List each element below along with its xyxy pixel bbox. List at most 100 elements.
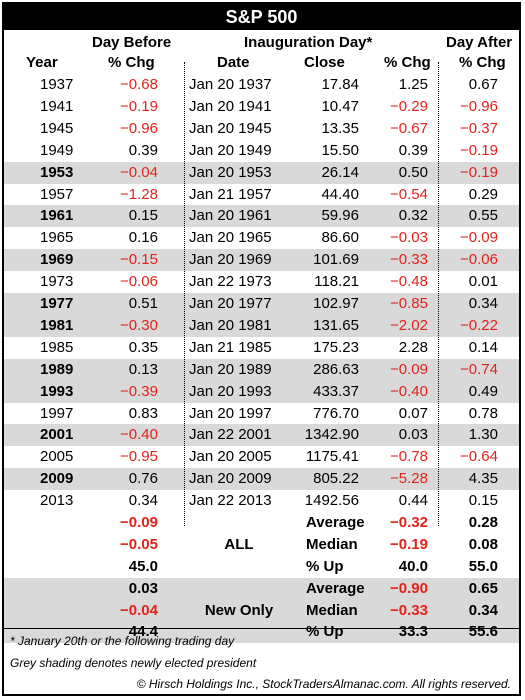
date-cell: Jan 21 1985 — [189, 338, 272, 356]
day-before-chg-cell: −0.15 — [120, 251, 158, 269]
header-day-before: Day Before — [92, 34, 172, 51]
inauguration-chg-cell: 0.03 — [398, 426, 428, 444]
year-cell: 1973 — [40, 273, 74, 291]
day-before-chg-cell: 0.16 — [128, 229, 158, 247]
summary-stat-label: % Up — [306, 557, 344, 575]
summary-stat-label: % Up — [306, 623, 344, 641]
close-cell: 1342.90 — [304, 426, 359, 444]
inauguration-chg-cell: −0.85 — [390, 295, 428, 312]
day-after-chg-cell: −0.64 — [460, 448, 498, 466]
header-pct-day: % Chg — [384, 54, 431, 71]
inauguration-chg-cell: −0.09 — [390, 360, 428, 378]
summary-day-after-cell: 0.65 — [468, 579, 498, 597]
table-row: 1941 −0.19 Jan 20 1941 10.47 −0.29 −0.96 — [4, 96, 519, 118]
day-before-chg-cell: −0.06 — [120, 273, 158, 291]
close-cell: 13.35 — [321, 119, 359, 137]
inauguration-chg-cell: −5.28 — [390, 470, 428, 488]
summary-group-label: New Only — [204, 601, 274, 619]
close-cell: 10.47 — [321, 97, 359, 115]
year-cell: 1997 — [40, 404, 74, 422]
header-close: Close — [304, 54, 345, 71]
column-divider-right — [438, 62, 439, 526]
date-cell: Jan 20 1949 — [189, 141, 272, 159]
summary-day-after-cell: 55.6 — [468, 623, 498, 641]
day-after-chg-cell: −0.06 — [460, 251, 498, 269]
summary-day-after-cell: 55.0 — [468, 557, 498, 575]
day-after-chg-cell: −0.09 — [460, 229, 498, 247]
day-before-chg-cell: 0.34 — [128, 492, 158, 510]
summary-inauguration-chg-cell: −0.19 — [390, 535, 428, 553]
close-cell: 59.96 — [321, 207, 359, 225]
day-before-chg-cell: −0.04 — [120, 163, 158, 181]
day-before-chg-cell: 0.76 — [128, 470, 158, 488]
date-cell: Jan 22 2013 — [189, 492, 272, 510]
close-cell: 776.70 — [313, 404, 359, 422]
day-before-chg-cell: 0.15 — [128, 207, 158, 225]
summary-stat-label: Median — [306, 601, 358, 619]
inauguration-chg-cell: 2.28 — [398, 338, 428, 356]
date-cell: Jan 20 1989 — [189, 360, 272, 378]
table-row: 1937 −0.68 Jan 20 1937 17.84 1.25 0.67 — [4, 74, 519, 96]
day-before-chg-cell: 0.35 — [128, 338, 158, 356]
summary-stat-label: Average — [306, 579, 365, 597]
summary-day-after-cell: 0.28 — [468, 514, 498, 531]
close-cell: 102.97 — [313, 295, 359, 312]
day-before-chg-cell: −0.96 — [120, 119, 158, 137]
date-cell: Jan 20 1945 — [189, 119, 272, 137]
day-after-chg-cell: 0.67 — [468, 76, 498, 93]
summary-day-before-cell: −0.05 — [120, 535, 158, 553]
day-after-chg-cell: 0.15 — [468, 492, 498, 510]
inauguration-chg-cell: 0.07 — [398, 404, 428, 422]
summary-inauguration-chg-cell: −0.32 — [390, 514, 428, 531]
date-cell: Jan 22 1973 — [189, 273, 272, 291]
day-before-chg-cell: 0.83 — [128, 404, 158, 422]
day-after-chg-cell: −0.19 — [460, 141, 498, 159]
inauguration-chg-cell: −0.54 — [390, 185, 428, 203]
summary-row: −0.09 Average −0.32 0.28 — [4, 512, 519, 534]
close-cell: 15.50 — [321, 141, 359, 159]
summary-inauguration-chg-cell: −0.33 — [390, 601, 428, 619]
summary-row: 45.0 % Up 40.0 55.0 — [4, 556, 519, 578]
table-row: 1953 −0.04 Jan 20 1953 26.14 0.50 −0.19 — [4, 161, 519, 184]
day-after-chg-cell: 0.78 — [468, 404, 498, 422]
summary-row: 44.4 % Up 33.3 55.6 — [4, 621, 519, 643]
inauguration-chg-cell: −0.03 — [390, 229, 428, 247]
inauguration-chg-cell: 0.39 — [398, 141, 428, 159]
table-title: S&P 500 — [4, 4, 519, 30]
date-cell: Jan 20 1941 — [189, 97, 272, 115]
table-row: 1961 0.15 Jan 20 1961 59.96 0.32 0.55 — [4, 205, 519, 228]
summary-row: 0.03 Average −0.90 0.65 — [4, 578, 519, 600]
date-cell: Jan 20 1969 — [189, 251, 272, 269]
date-cell: Jan 21 1957 — [189, 185, 272, 203]
year-cell: 1965 — [40, 229, 74, 247]
date-cell: Jan 20 1965 — [189, 229, 272, 247]
year-cell: 1985 — [40, 338, 74, 356]
close-cell: 101.69 — [313, 251, 359, 269]
date-cell: Jan 20 1937 — [189, 76, 272, 93]
year-cell: 1993 — [40, 382, 74, 400]
table-row: 2005 −0.95 Jan 20 2005 1175.41 −0.78 −0.64 — [4, 446, 519, 468]
footnote-trading-day: * January 20th or the following trading … — [10, 634, 235, 648]
table-row: 2001 −0.40 Jan 22 2001 1342.90 0.03 1.30 — [4, 424, 519, 447]
close-cell: 131.65 — [313, 316, 359, 334]
close-cell: 44.40 — [321, 185, 359, 203]
date-cell: Jan 20 1953 — [189, 163, 272, 181]
summary-day-after-cell: 0.08 — [468, 535, 498, 553]
footnote-separator — [4, 628, 519, 629]
summary-day-before-cell: 0.03 — [128, 579, 158, 597]
day-after-chg-cell: 0.01 — [468, 273, 498, 291]
day-before-chg-cell: 0.39 — [128, 141, 158, 159]
header-date: Date — [217, 54, 250, 71]
close-cell: 286.63 — [313, 360, 359, 378]
date-cell: Jan 20 1977 — [189, 295, 272, 312]
day-after-chg-cell: −0.22 — [460, 316, 498, 334]
date-cell: Jan 20 1993 — [189, 382, 272, 400]
table-row: 1977 0.51 Jan 20 1977 102.97 −0.85 0.34 — [4, 293, 519, 315]
close-cell: 805.22 — [313, 470, 359, 488]
summary-day-before-cell: 45.0 — [128, 557, 158, 575]
inauguration-chg-cell: 0.44 — [398, 492, 428, 510]
day-after-chg-cell: −0.96 — [460, 97, 498, 115]
date-cell: Jan 20 2005 — [189, 448, 272, 466]
day-after-chg-cell: 0.14 — [468, 338, 498, 356]
table-row: 1997 0.83 Jan 20 1997 776.70 0.07 0.78 — [4, 403, 519, 425]
